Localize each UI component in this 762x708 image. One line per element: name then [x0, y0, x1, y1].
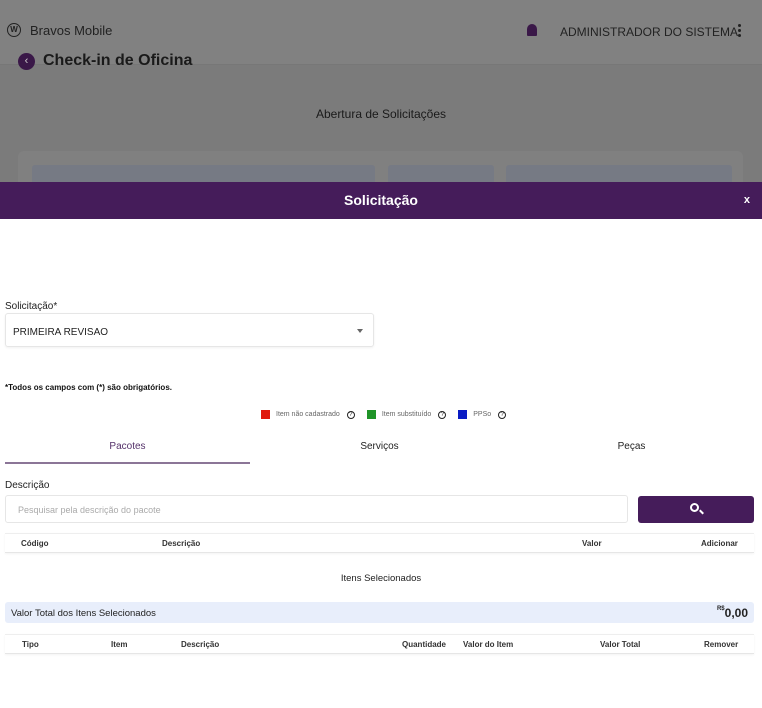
red-swatch — [261, 410, 270, 419]
tab-servicos[interactable]: Serviços — [360, 441, 399, 452]
solicitacao-value: PRIMEIRA REVISAO — [13, 327, 109, 338]
dialog-header: Solicitação x — [0, 182, 762, 219]
col-item: Item — [111, 640, 128, 649]
solicitacao-select[interactable]: PRIMEIRA REVISAO — [5, 313, 374, 347]
more-menu-icon[interactable] — [738, 24, 742, 37]
selected-items-title: Itens Selecionados — [340, 573, 422, 584]
legend-item: PPSo? — [458, 410, 507, 419]
results-table-header: Código Descrição Valor Adicionar — [5, 533, 754, 553]
solicitacao-label: Solicitação* — [5, 301, 58, 312]
tab-pacotes[interactable]: Pacotes — [5, 434, 250, 464]
col-tipo: Tipo — [22, 640, 39, 649]
col-quantidade: Quantidade — [402, 640, 447, 649]
col-valor-total: Valor Total — [600, 640, 641, 649]
legend: Item não cadastrado? Item substituído? P… — [261, 410, 518, 419]
search-button[interactable] — [638, 496, 754, 523]
background-field — [506, 165, 732, 182]
background-field — [32, 165, 375, 182]
currency: R$ — [716, 606, 725, 612]
dialog-title: Solicitação — [344, 192, 418, 208]
legend-item: Item não cadastrado? — [261, 410, 355, 419]
section-title: Abertura de Solicitações — [315, 107, 447, 121]
help-icon[interactable]: ? — [438, 410, 447, 419]
total-value: R$0,00 — [717, 606, 748, 620]
back-button[interactable]: ‹ — [18, 53, 35, 70]
search-placeholder: Pesquisar pela descrição do pacote — [18, 505, 161, 515]
search-icon-handle — [699, 509, 704, 515]
col-descricao: Descrição — [181, 640, 220, 649]
total-amount: 0,00 — [724, 606, 748, 620]
total-bar: Valor Total dos Itens Selecionados R$0,0… — [5, 602, 754, 623]
search-input[interactable]: Pesquisar pela descrição do pacote — [5, 495, 628, 523]
vw-logo-icon: W — [7, 23, 21, 37]
col-descricao: Descrição — [162, 539, 201, 548]
legend-label: PPSo — [473, 411, 492, 418]
total-label: Valor Total dos Itens Selecionados — [11, 608, 156, 619]
selected-table-header: Tipo Item Descrição Quantidade Valor do … — [5, 634, 754, 654]
bell-icon[interactable] — [527, 24, 537, 36]
page-title: Check-in de Oficina — [43, 52, 193, 69]
background-card — [18, 151, 743, 182]
legend-label: Item substituído — [381, 411, 432, 418]
col-adicionar: Adicionar — [701, 539, 738, 548]
close-button[interactable]: x — [743, 194, 750, 206]
user-name[interactable]: ADMINISTRADOR DO SISTEMA. — [560, 25, 742, 39]
descricao-label: Descrição — [5, 480, 50, 491]
brand-name: Bravos Mobile — [30, 23, 113, 38]
col-valor-item: Valor do Item — [463, 640, 514, 649]
legend-item: Item substituído? — [366, 410, 447, 419]
chevron-down-icon — [357, 329, 363, 333]
search-icon — [690, 503, 699, 512]
blue-swatch — [458, 410, 468, 419]
tab-pecas[interactable]: Peças — [617, 441, 646, 452]
help-icon[interactable]: ? — [346, 410, 355, 419]
legend-label: Item não cadastrado — [276, 411, 340, 418]
help-icon[interactable]: ? — [498, 410, 507, 419]
green-swatch — [366, 410, 376, 419]
background-page: W Bravos Mobile ADMINISTRADOR DO SISTEMA… — [0, 0, 762, 182]
background-field — [388, 165, 494, 182]
col-valor: Valor — [582, 539, 602, 548]
required-note: *Todos os campos com (*) são obrigatório… — [5, 383, 172, 392]
col-remover: Remover — [704, 640, 739, 649]
top-nav: W Bravos Mobile ADMINISTRADOR DO SISTEMA… — [0, 0, 762, 70]
col-codigo: Código — [21, 539, 49, 548]
